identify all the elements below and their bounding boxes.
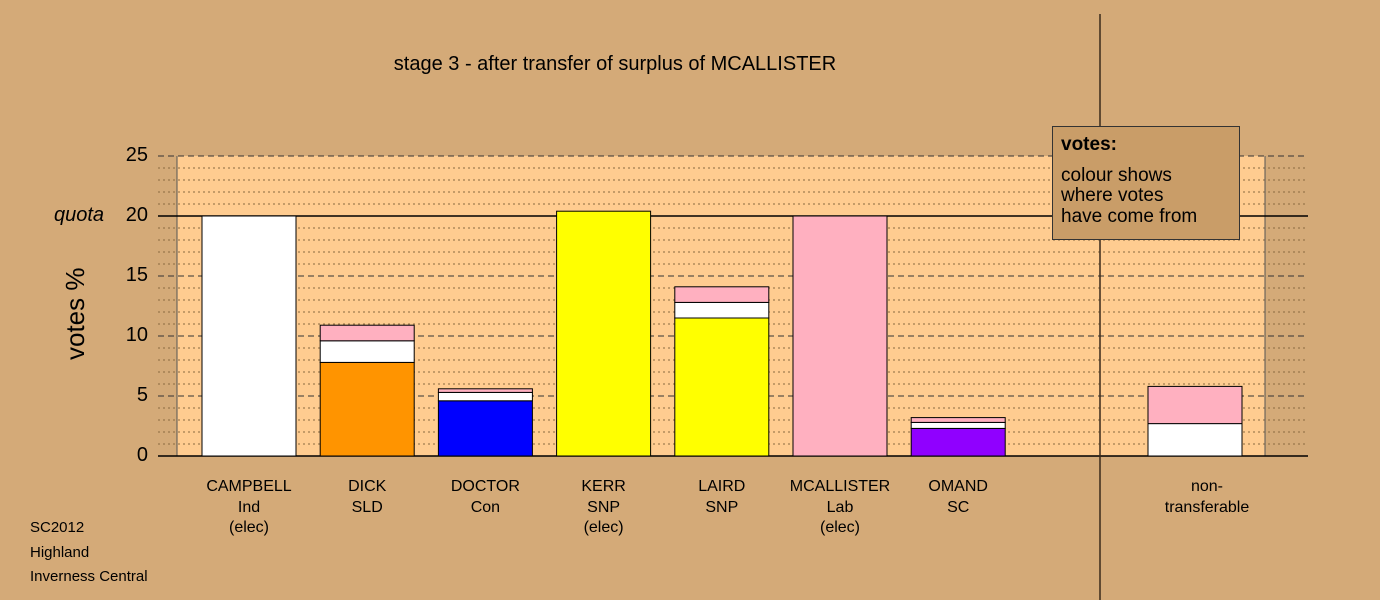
y-tick-label: 5 — [136, 384, 148, 406]
candidate-party: SNP — [705, 498, 739, 516]
legend-line: have come from — [1061, 205, 1198, 227]
candidate-name: DICK — [348, 478, 387, 495]
bar-segment — [910, 417, 1006, 423]
candidate-status: (elec) — [819, 519, 860, 536]
bar-segment — [437, 388, 533, 393]
candidate-name: MCALLISTER — [789, 478, 891, 495]
nontransferable-bar-segment — [1147, 385, 1243, 425]
chart-title: stage 3 - after transfer of surplus of M… — [393, 53, 837, 75]
bar-segment — [201, 215, 297, 457]
bar-segment — [319, 340, 415, 363]
y-tick-label: 0 — [136, 444, 148, 466]
candidate-label: LAIRD SNP — [657, 477, 787, 518]
footer-council: Highland — [30, 544, 90, 561]
legend-line: colour shows — [1061, 164, 1172, 186]
candidate-status: (elec) — [583, 519, 624, 536]
candidate-party: SLD — [351, 498, 383, 516]
candidate-label: OMAND SC — [893, 477, 1023, 518]
candidate-party: Lab — [826, 498, 854, 516]
candidate-label: KERR SNP (elec) — [539, 477, 669, 539]
footer-ward: Inverness Central — [30, 568, 148, 585]
bar-segment — [792, 215, 888, 457]
bar-segment — [674, 317, 770, 457]
nontransferable-label: non- transferable — [1142, 477, 1272, 518]
candidate-status: (elec) — [228, 519, 269, 536]
candidate-label: MCALLISTER Lab (elec) — [775, 477, 905, 539]
candidate-label: DOCTOR Con — [420, 477, 550, 518]
bar-segment — [319, 324, 415, 342]
candidate-name: DOCTOR — [450, 478, 520, 495]
candidate-party: SC — [947, 498, 970, 516]
quota-label: quota — [54, 204, 105, 226]
footer-election: SC2012 — [30, 519, 85, 536]
bar-segment — [319, 361, 415, 457]
candidate-party: Con — [470, 498, 501, 516]
bar-segment — [437, 391, 533, 402]
bar-segment — [910, 427, 1006, 457]
nontransferable-bar-segment — [1147, 423, 1243, 457]
legend-line: where votes — [1061, 185, 1164, 206]
bar-segment — [910, 421, 1006, 429]
candidate-label: CAMPBELL Ind (elec) — [184, 477, 314, 539]
nontransferable-label-line: transferable — [1164, 498, 1250, 516]
bar-segment — [674, 301, 770, 319]
bar-segment — [437, 400, 533, 457]
bar-segment — [556, 210, 652, 457]
candidate-party: SNP — [587, 498, 621, 516]
y-tick-label: 15 — [125, 264, 148, 286]
bar-segment — [674, 286, 770, 303]
y-tick-label: 20 — [125, 204, 148, 226]
candidate-name: KERR — [581, 478, 626, 495]
candidate-party: Ind — [237, 498, 261, 516]
candidate-name: LAIRD — [698, 478, 746, 495]
y-tick-label: 10 — [125, 324, 148, 346]
candidate-name: CAMPBELL — [206, 478, 292, 495]
candidate-name: OMAND — [928, 478, 988, 495]
nontransferable-label-line: non- — [1190, 478, 1224, 495]
legend: votes: colour shows where votes have com… — [1052, 126, 1240, 240]
y-tick-label: 25 — [125, 144, 148, 166]
legend-title: votes: — [1061, 134, 1117, 155]
candidate-label: DICK SLD — [302, 477, 432, 518]
y-axis-label: votes % — [60, 267, 90, 361]
